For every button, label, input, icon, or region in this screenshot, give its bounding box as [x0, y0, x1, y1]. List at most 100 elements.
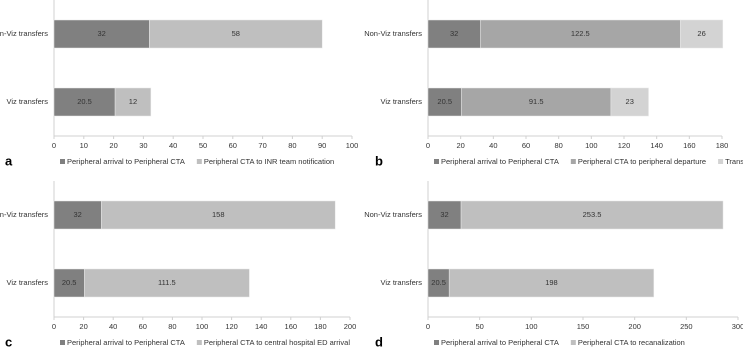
bar-segment — [53, 19, 150, 49]
value-label: 23 — [626, 97, 634, 106]
x-tick-label: 60 — [522, 141, 530, 150]
value-label: 32 — [450, 29, 458, 38]
x-tick-label: 180 — [716, 141, 729, 150]
bar-segment — [460, 200, 724, 230]
x-tick-label: 80 — [168, 322, 176, 331]
x-tick-label: 180 — [314, 322, 327, 331]
value-label: 20.5 — [431, 278, 446, 287]
legend-swatch — [570, 159, 576, 164]
x-tick-label: 120 — [225, 322, 238, 331]
x-tick-label: 30 — [139, 141, 147, 150]
value-label: 20.5 — [62, 278, 77, 287]
y-tick-label: Viz transfers — [380, 278, 422, 287]
bar-segment — [480, 19, 681, 49]
value-label: 20.5 — [77, 97, 92, 106]
value-label: 198 — [545, 278, 558, 287]
legend-label: Peripheral CTA to recanalization — [578, 338, 685, 347]
value-label: 91.5 — [529, 97, 544, 106]
bar-segment — [114, 87, 152, 117]
bar-segment — [680, 19, 724, 49]
x-tick-label: 140 — [255, 322, 268, 331]
x-tick-label: 40 — [489, 141, 497, 150]
x-tick-label: 160 — [285, 322, 298, 331]
x-tick-label: 60 — [139, 322, 147, 331]
legend-swatch — [196, 340, 202, 345]
value-label: 32 — [440, 210, 448, 219]
panel-label: c — [5, 334, 12, 349]
x-tick-label: 20 — [456, 141, 464, 150]
bar-segment — [84, 268, 250, 298]
x-tick-label: 60 — [229, 141, 237, 150]
x-tick-label: 70 — [258, 141, 266, 150]
x-tick-label: 20 — [109, 141, 117, 150]
x-tick-label: 200 — [344, 322, 357, 331]
legend-swatch — [718, 159, 724, 164]
x-tick-label: 80 — [288, 141, 296, 150]
value-label: 12 — [129, 97, 137, 106]
x-tick-label: 40 — [169, 141, 177, 150]
x-tick-label: 120 — [618, 141, 631, 150]
value-label: 26 — [697, 29, 705, 38]
y-tick-label: Non-Viz transfers — [0, 29, 48, 38]
x-tick-label: 140 — [650, 141, 663, 150]
legend-swatch — [570, 340, 576, 345]
panel-label: a — [5, 153, 13, 168]
x-tick-label: 40 — [109, 322, 117, 331]
bar-segment — [461, 87, 612, 117]
x-tick-label: 160 — [683, 141, 696, 150]
legend-label: Peripheral arrival to Peripheral CTA — [67, 157, 185, 166]
x-tick-label: 80 — [554, 141, 562, 150]
bar-segment — [427, 200, 462, 230]
bar-segment — [101, 200, 336, 230]
value-label: 158 — [212, 210, 225, 219]
legend-label: Peripheral CTA to INR team notification — [204, 157, 334, 166]
panel-label: d — [375, 334, 383, 349]
value-label: 122.5 — [571, 29, 590, 38]
panel-label: b — [375, 153, 383, 168]
value-label: 20.5 — [437, 97, 452, 106]
bar-segment — [53, 200, 102, 230]
value-label: 32 — [98, 29, 106, 38]
value-label: 32 — [74, 210, 82, 219]
bar-segment — [448, 268, 655, 298]
y-tick-label: Non-Viz transfers — [364, 29, 422, 38]
y-tick-label: Non-Viz transfers — [0, 210, 48, 219]
x-tick-label: 200 — [628, 322, 641, 331]
x-tick-label: 100 — [346, 141, 359, 150]
x-tick-label: 0 — [426, 141, 430, 150]
legend-label: Peripheral arrival to Peripheral CTA — [441, 157, 559, 166]
legend-swatch — [60, 340, 65, 345]
y-tick-label: Viz transfers — [6, 97, 48, 106]
legend-swatch — [434, 340, 439, 345]
x-tick-label: 300 — [732, 322, 743, 331]
value-label: 253.5 — [583, 210, 602, 219]
bar-segment — [149, 19, 323, 49]
legend-label: Peripheral CTA to peripheral departure — [578, 157, 706, 166]
x-tick-label: 150 — [577, 322, 590, 331]
value-label: 111.5 — [158, 278, 176, 287]
legend-swatch — [196, 159, 202, 164]
x-tick-label: 50 — [475, 322, 483, 331]
x-tick-label: 0 — [426, 322, 430, 331]
y-tick-label: Non-Viz transfers — [364, 210, 422, 219]
x-tick-label: 0 — [52, 141, 56, 150]
legend-swatch — [60, 159, 65, 164]
bar-segment — [610, 87, 649, 117]
value-label: 58 — [232, 29, 240, 38]
legend-swatch — [434, 159, 439, 164]
x-tick-label: 100 — [525, 322, 538, 331]
x-tick-label: 10 — [80, 141, 88, 150]
x-tick-label: 50 — [199, 141, 207, 150]
x-tick-label: 20 — [79, 322, 87, 331]
x-tick-label: 90 — [318, 141, 326, 150]
y-tick-label: Viz transfers — [380, 97, 422, 106]
x-tick-label: 0 — [52, 322, 56, 331]
bar-segment — [427, 87, 462, 117]
x-tick-label: 100 — [585, 141, 598, 150]
legend-label: Peripheral arrival to Peripheral CTA — [441, 338, 559, 347]
y-tick-label: Viz transfers — [6, 278, 48, 287]
legend-label: Transfer time — [725, 157, 743, 166]
legend-label: Peripheral CTA to central hospital ED ar… — [204, 338, 351, 347]
legend-label: Peripheral arrival to Peripheral CTA — [67, 338, 185, 347]
